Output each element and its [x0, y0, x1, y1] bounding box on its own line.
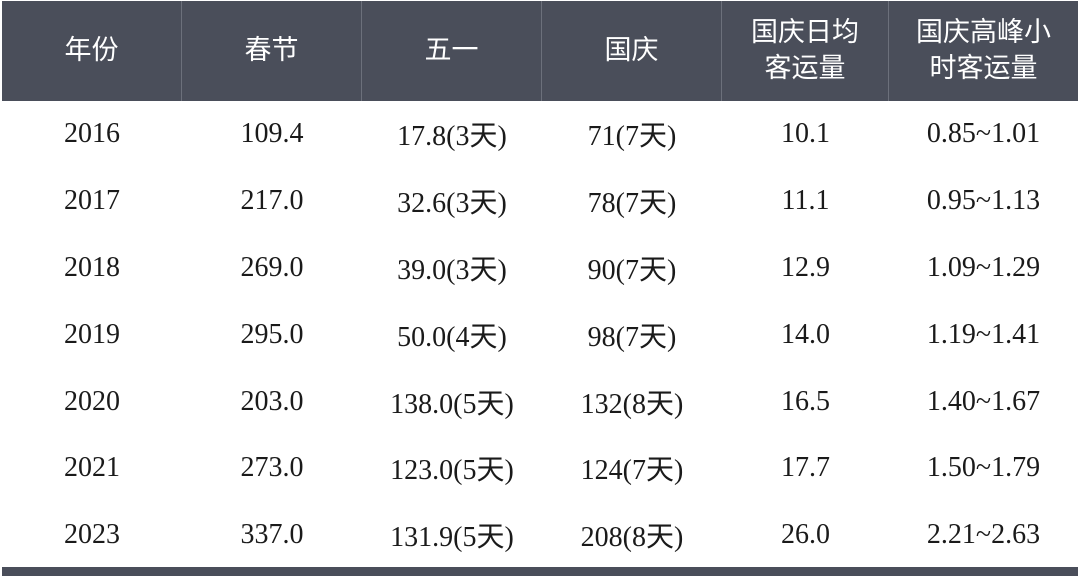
cell-may-day: 17.8(3天)	[397, 121, 507, 153]
cell-daily-avg: 17.7	[781, 452, 830, 484]
table-row: 2019 295.0 50.0(4天) 98(7天) 14.0 1.19~1.4…	[2, 301, 1078, 368]
table-row: 2021 273.0 123.0(5天) 124(7天) 17.7 1.50~1…	[2, 435, 1078, 502]
cell-daily-avg: 10.1	[781, 118, 830, 150]
cell-year: 2017	[64, 185, 120, 217]
header-may-day: 五一	[362, 1, 542, 101]
header-spring-festival: 春节	[182, 1, 362, 101]
table-body: 2016 109.4 17.8(3天) 71(7天) 10.1 0.85~1.0…	[2, 101, 1078, 569]
cell-national-day: 98(7天)	[587, 321, 677, 353]
cell-daily-avg: 14.0	[781, 318, 830, 350]
cell-national-day: 71(7天)	[587, 121, 677, 153]
cell-spring-festival: 295.0	[240, 318, 304, 350]
cell-peak-hour: 2.21~2.63	[926, 519, 1041, 551]
cell-national-day: 78(7天)	[587, 188, 677, 220]
cell-spring-festival: 269.0	[240, 251, 304, 283]
cell-daily-avg: 12.9	[781, 251, 830, 283]
cell-year: 2019	[64, 318, 120, 350]
cell-national-day: 132(8天)	[580, 388, 684, 420]
table-header: 年份 春节 五一 国庆 国庆日均 客运量 国庆高峰小 时客运量	[2, 1, 1078, 101]
cell-spring-festival: 273.0	[240, 452, 304, 484]
table-row: 2023 337.0 131.9(5天) 208(8天) 26.0 2.21~2…	[2, 502, 1078, 569]
cell-year: 2016	[64, 118, 120, 150]
cell-may-day: 131.9(5天)	[390, 522, 514, 554]
table-row: 2017 217.0 32.6(3天) 78(7天) 11.1 0.95~1.1…	[2, 168, 1078, 235]
cell-spring-festival: 217.0	[240, 185, 304, 217]
cell-year: 2020	[64, 385, 120, 417]
cell-national-day: 90(7天)	[587, 254, 677, 286]
cell-may-day: 50.0(4天)	[397, 321, 507, 353]
table-row: 2018 269.0 39.0(3天) 90(7天) 12.9 1.09~1.2…	[2, 235, 1078, 302]
cell-peak-hour: 1.19~1.41	[926, 318, 1041, 350]
cell-peak-hour: 1.09~1.29	[926, 251, 1041, 283]
cell-year: 2023	[64, 519, 120, 551]
cell-daily-avg: 26.0	[781, 519, 830, 551]
cell-daily-avg: 16.5	[781, 385, 830, 417]
cell-national-day: 124(7天)	[580, 455, 684, 487]
cell-spring-festival: 337.0	[240, 519, 304, 551]
cell-peak-hour: 1.50~1.79	[926, 452, 1041, 484]
cell-peak-hour: 1.40~1.67	[926, 385, 1041, 417]
cell-peak-hour: 0.95~1.13	[926, 185, 1041, 217]
cell-daily-avg: 11.1	[781, 185, 830, 217]
header-year: 年份	[2, 1, 182, 101]
bottom-rule	[2, 567, 1078, 576]
cell-year: 2018	[64, 251, 120, 283]
cell-may-day: 138.0(5天)	[390, 388, 514, 420]
header-national-day-peak-hour: 国庆高峰小 时客运量	[916, 17, 1051, 84]
cell-spring-festival: 203.0	[240, 385, 304, 417]
cell-year: 2021	[64, 452, 120, 484]
table-row: 2016 109.4 17.8(3天) 71(7天) 10.1 0.85~1.0…	[2, 101, 1078, 168]
header-national-day: 国庆	[542, 1, 722, 101]
cell-peak-hour: 0.85~1.01	[926, 118, 1041, 150]
cell-national-day: 208(8天)	[580, 522, 684, 554]
cell-may-day: 123.0(5天)	[390, 455, 514, 487]
table-row: 2020 203.0 138.0(5天) 132(8天) 16.5 1.40~1…	[2, 368, 1078, 435]
cell-may-day: 39.0(3天)	[397, 254, 507, 286]
cell-spring-festival: 109.4	[240, 118, 304, 150]
cell-may-day: 32.6(3天)	[397, 188, 507, 220]
header-national-day-daily-avg: 国庆日均 客运量	[722, 1, 889, 101]
